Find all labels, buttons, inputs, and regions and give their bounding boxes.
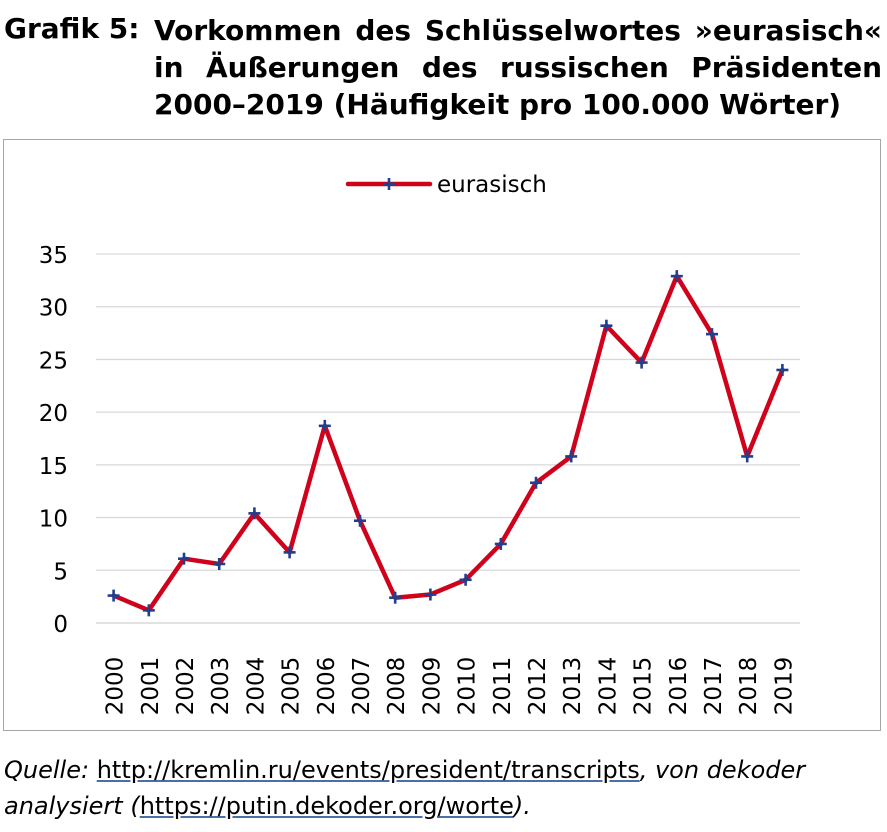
data-point — [670, 270, 683, 283]
data-point — [494, 537, 507, 550]
x-tick-label: 2019 — [771, 657, 797, 716]
x-tick-label: 2003 — [208, 657, 234, 716]
x-tick-label: 2008 — [384, 657, 410, 716]
y-tick-label: 25 — [39, 348, 68, 374]
data-point — [459, 573, 472, 586]
y-tick-label: 35 — [39, 243, 68, 269]
data-point — [283, 546, 296, 559]
figure-title: Vorkommen des Schlüsselwortes »eurasisch… — [154, 14, 882, 121]
x-tick-label: 2007 — [349, 657, 375, 716]
data-point — [424, 588, 437, 601]
source-note: Quelle: http://kremlin.ru/events/preside… — [4, 752, 880, 824]
data-point — [776, 363, 789, 376]
x-tick-label: 2018 — [736, 657, 762, 716]
y-tick-label: 0 — [53, 612, 68, 638]
x-tick-label: 2005 — [279, 657, 305, 716]
x-tick-label: 2011 — [490, 657, 516, 716]
x-tick-label: 2006 — [314, 657, 340, 716]
data-point — [741, 450, 754, 463]
source-prefix: Quelle: — [4, 756, 90, 784]
x-tick-label: 2016 — [666, 657, 692, 716]
data-point — [354, 514, 366, 527]
x-tick-label: 2009 — [419, 657, 445, 716]
figure-label: Grafik 5: — [4, 12, 140, 45]
y-tick-label: 20 — [39, 401, 68, 427]
data-point — [706, 328, 718, 341]
chart-frame — [3, 139, 881, 731]
data-point — [178, 552, 190, 565]
source-suffix: ). — [513, 792, 531, 820]
data-point — [530, 476, 542, 489]
series-line-eurasisch — [111, 273, 785, 613]
x-tick-label: 2012 — [525, 657, 551, 716]
x-tick-label: 2013 — [560, 657, 586, 716]
data-point — [213, 557, 226, 570]
data-point — [635, 356, 648, 369]
data-point — [142, 604, 155, 617]
x-tick-label: 2010 — [455, 657, 481, 716]
data-point — [565, 450, 578, 463]
source-link-kremlin[interactable]: http://kremlin.ru/events/president/trans… — [96, 756, 640, 784]
x-tick-label: 2017 — [701, 657, 727, 716]
x-tick-label: 2004 — [243, 657, 269, 716]
x-tick-label: 2001 — [138, 657, 164, 716]
figure-heading: Grafik 5: Vorkommen des Schlüsselwortes … — [4, 2, 884, 130]
y-tick-label: 5 — [53, 559, 68, 585]
legend-label: eurasisch — [437, 172, 547, 198]
source-middle: , von dekoder analysiert ( — [4, 756, 806, 820]
y-tick-label: 30 — [39, 296, 68, 322]
data-point — [600, 319, 613, 332]
data-point — [107, 589, 120, 602]
x-tick-label: 2014 — [595, 657, 621, 716]
x-tick-label: 2002 — [173, 657, 199, 716]
y-tick-label: 10 — [39, 507, 68, 533]
x-tick-label: 2000 — [103, 657, 129, 716]
data-point — [389, 591, 402, 604]
data-point — [248, 507, 261, 520]
y-tick-label: 15 — [39, 454, 68, 480]
x-tick-label: 2015 — [631, 657, 657, 716]
data-point — [318, 419, 331, 432]
source-link-dekoder[interactable]: https://putin.dekoder.org/worte — [139, 792, 514, 820]
legend-marker — [383, 178, 395, 190]
